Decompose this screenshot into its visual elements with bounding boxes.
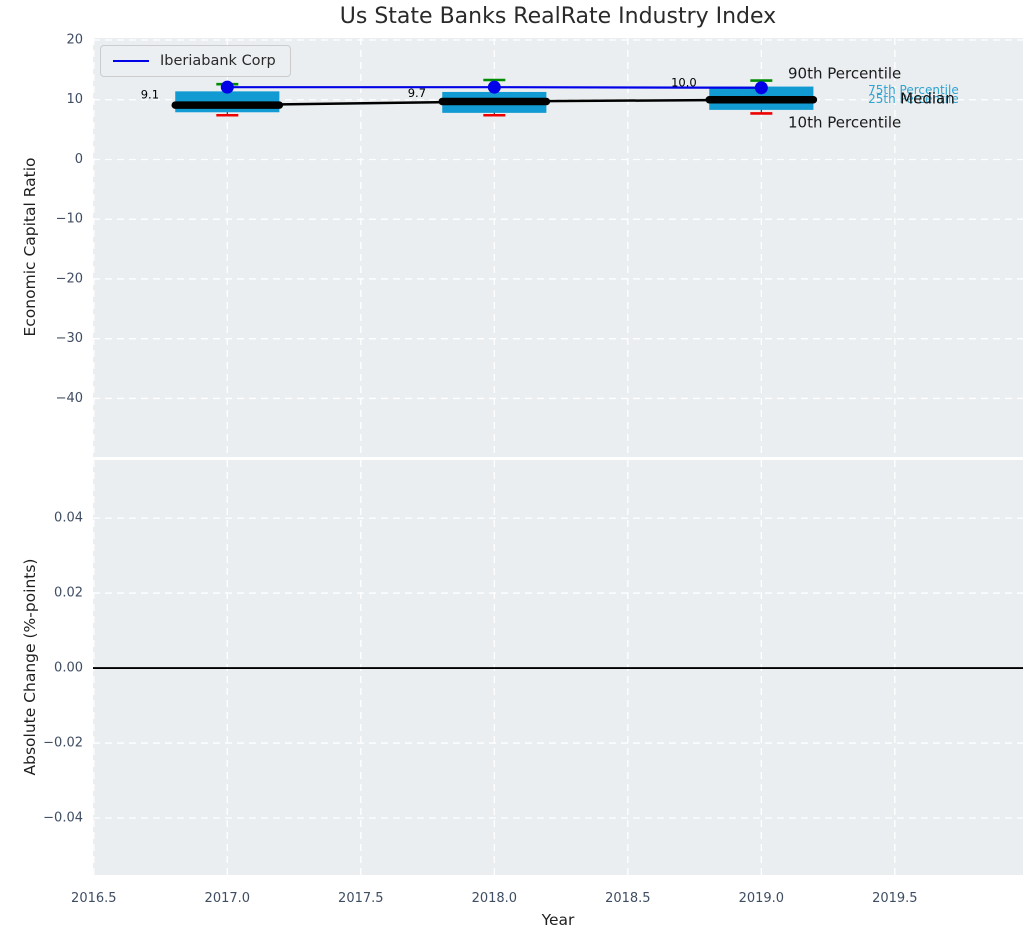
series-point [487, 80, 501, 94]
x-tick-label: 2019.5 [872, 891, 918, 906]
y-tick-label-top: −20 [56, 271, 83, 286]
percentile-label: Median [900, 90, 955, 108]
y-tick-label-top: 20 [66, 32, 83, 47]
y-tick-label-top: −10 [56, 212, 83, 227]
tick-labels: 20 10 0 −10 −20 −30 −40 0.04 0.02 0.00 −0.02 −0.04 2… [43, 32, 917, 906]
legend-label: Iberiabank Corp [160, 53, 276, 69]
percentile-label: 25th Percentile [868, 92, 959, 106]
ylabel-absolute-change: Absolute Change (%-points) [21, 558, 39, 776]
xlabel-year: Year [541, 911, 575, 929]
x-tick-label: 2018.0 [472, 891, 518, 906]
y-tick-label-bottom: 0.02 [54, 586, 83, 601]
y-tick-label-bottom: 0.00 [54, 661, 83, 676]
chart-title: Us State Banks RealRate Industry Index [339, 4, 777, 29]
y-tick-label-bottom: 0.04 [54, 511, 83, 526]
bottom-plot-area [93, 460, 1023, 875]
y-tick-label-top: 0 [75, 152, 83, 167]
y-tick-label-bottom: −0.02 [43, 736, 83, 751]
x-tick-label: 2016.5 [71, 891, 117, 906]
y-tick-label-top: 10 [66, 92, 83, 107]
percentile-label: 90th Percentile [788, 64, 901, 82]
y-tick-label-top: −30 [56, 331, 83, 346]
x-tick-label: 2018.5 [605, 891, 651, 906]
percentile-label: 10th Percentile [788, 113, 901, 131]
median-annotation: 10.0 [671, 75, 697, 89]
series-point [754, 81, 768, 95]
percentile-label: 75th Percentile [868, 83, 959, 97]
median-annotation: 9.1 [141, 87, 159, 101]
x-tick-label: 2019.0 [739, 891, 785, 906]
legend: Iberiabank Corp [100, 45, 291, 77]
series-point [220, 80, 234, 94]
y-tick-label-bottom: −0.04 [43, 811, 83, 826]
ylabel-economic-capital-ratio: Economic Capital Ratio [21, 157, 39, 337]
median-annotation: 9.7 [408, 86, 426, 100]
x-tick-label: 2017.0 [205, 891, 251, 906]
x-tick-label: 2017.5 [338, 891, 384, 906]
y-tick-label-top: −40 [56, 391, 83, 406]
legend-line-swatch-icon [113, 60, 149, 62]
